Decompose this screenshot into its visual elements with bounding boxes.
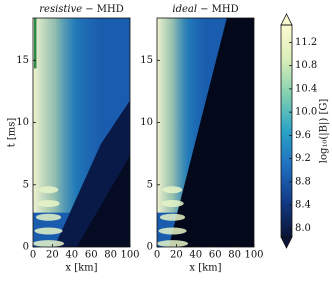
y-tick-label: 15	[16, 55, 29, 66]
heatmap-blob	[35, 213, 62, 221]
heatmap-blob	[34, 227, 63, 235]
heatmap-blob	[37, 199, 60, 207]
x-tick-label: 20	[46, 250, 59, 261]
x-tick-label: 40	[189, 250, 202, 261]
y-tick-label: 15	[140, 55, 153, 66]
y-axis-label: t [ms]	[7, 118, 18, 148]
x-tick-label: 100	[244, 250, 263, 261]
colorbar-tick-label: 8.8	[295, 176, 311, 187]
heatmap-blob	[162, 186, 183, 194]
x-tick-label: 80	[228, 250, 241, 261]
y-tick-label: 10	[140, 117, 153, 128]
colorbar-tick-label: 9.2	[295, 153, 311, 164]
colorbar-tick-label: 11.2	[295, 37, 317, 48]
colorbar-frame	[280, 24, 293, 238]
colorbar-extend-top	[280, 13, 293, 26]
colorbar-tick-label: 8.0	[295, 223, 311, 234]
heatmap-blob	[161, 199, 184, 207]
title-model: ideal	[172, 4, 197, 15]
x-tick-label: 60	[85, 250, 98, 261]
x-tick-label: 80	[104, 250, 117, 261]
axes-frame	[32, 17, 131, 248]
colorbar-tick-label: 10.4	[295, 83, 317, 94]
x-tick-label: 20	[170, 250, 183, 261]
colorbar-tick-label: 8.4	[295, 200, 311, 211]
colorbar-tick-label: 10.8	[295, 60, 317, 71]
y-tick-label: 0	[23, 242, 29, 253]
colorbar-label: log₁₀(|B|) [G]	[319, 99, 330, 164]
heatmap-dark	[168, 18, 254, 247]
heatmap-blob	[157, 240, 189, 247]
x-tick-label: 0	[30, 250, 36, 261]
heatmap-blob	[33, 240, 65, 247]
x-tick-label: 40	[65, 250, 78, 261]
colorbar-tick-label: 10.0	[295, 107, 317, 118]
heatmap-blob	[38, 186, 59, 194]
heatmap	[33, 18, 130, 247]
title-suffix: − MHD	[85, 4, 124, 15]
y-tick-label: 0	[147, 242, 153, 253]
x-axis-label: x [km]	[65, 263, 97, 274]
heatmap-blob	[158, 227, 187, 235]
x-tick-label: 60	[209, 250, 222, 261]
axes-frame	[156, 17, 255, 248]
y-tick-label: 5	[147, 179, 153, 190]
panel-title: ideal − MHD	[172, 4, 238, 15]
colorbar-tick-label: 9.6	[295, 130, 311, 141]
x-tick-label: 100	[120, 250, 139, 261]
title-model: resistive	[39, 4, 82, 15]
x-axis-label: x [km]	[189, 263, 221, 274]
heatmap-stripe	[33, 18, 37, 69]
heatmap-dark	[76, 155, 130, 247]
panel-title: resistive − MHD	[39, 4, 124, 15]
colorbar-extend-bottom	[280, 236, 293, 249]
x-tick-label: 0	[154, 250, 160, 261]
colorbar	[281, 25, 292, 237]
title-suffix: − MHD	[200, 4, 239, 15]
y-tick-label: 5	[23, 179, 29, 190]
y-tick-label: 10	[16, 117, 29, 128]
heatmap-blob	[159, 213, 186, 221]
heatmap	[157, 18, 254, 247]
